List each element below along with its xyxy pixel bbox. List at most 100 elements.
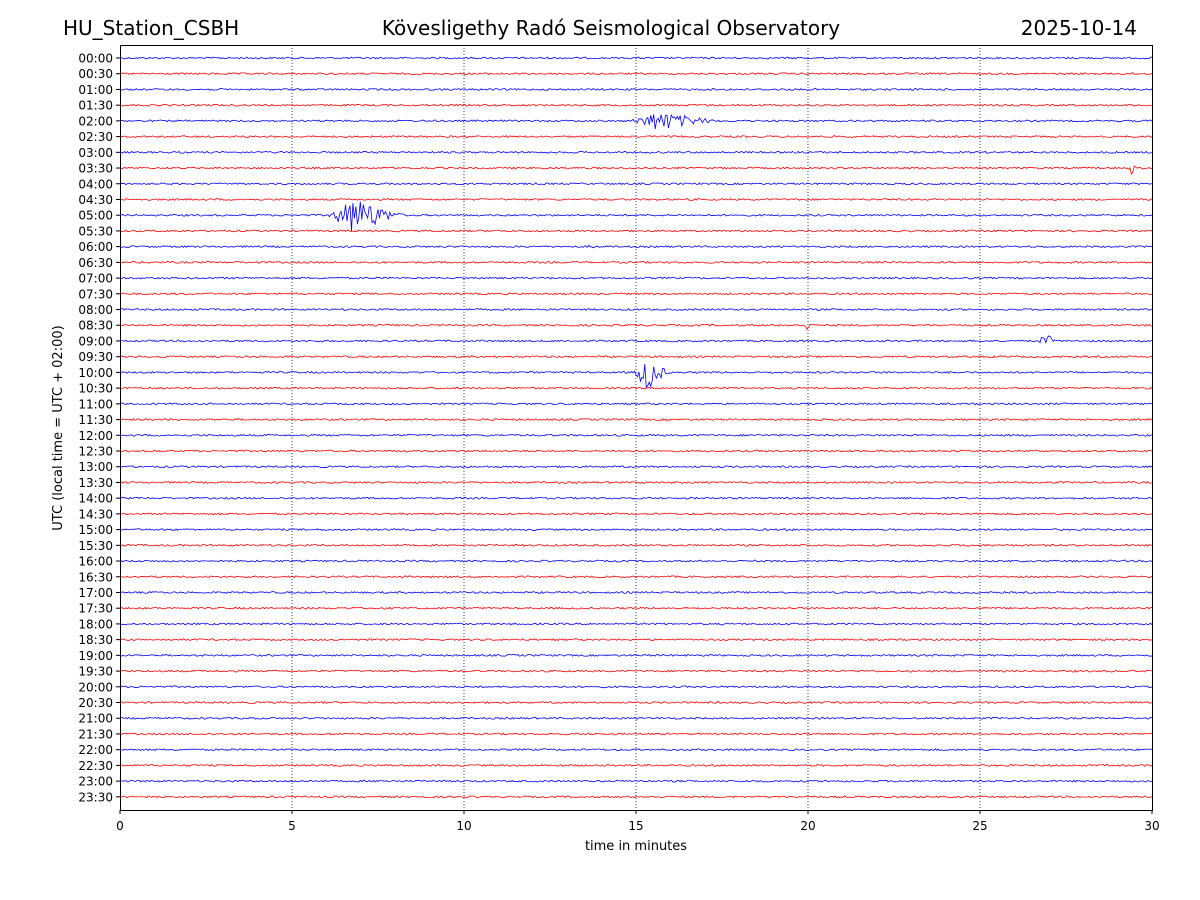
trace-0500 [119,201,1153,232]
trace-0300 [119,150,1153,154]
chart-title: Kövesligethy Radó Seismological Observat… [381,16,841,40]
y-tick-label: 08:30 [78,319,113,333]
y-tick-label: 12:00 [78,429,113,443]
trace-1430 [119,512,1153,516]
trace-1330 [119,480,1153,484]
trace-2000 [119,685,1153,689]
y-tick-label: 00:00 [78,52,113,66]
trace-1700 [119,591,1153,594]
grid-lines [291,45,981,810]
y-tick-label: 05:30 [78,224,113,238]
trace-1000 [119,363,1153,389]
trace-2100 [119,716,1153,720]
trace-1830 [119,638,1153,642]
y-tick-label: 22:00 [78,743,113,757]
y-axis-label: UTC (local time = UTC + 02:00) [51,325,66,530]
y-tick-label: 19:30 [78,665,113,679]
x-tick-label: 15 [628,819,643,833]
y-tick-label: 13:00 [78,460,113,474]
y-tick-label: 01:30 [78,99,113,113]
y-tick-label: 22:30 [78,759,113,773]
plot-frame [120,45,1153,811]
y-tick-label: 08:00 [78,303,113,317]
y-tick-label: 03:00 [78,146,113,160]
y-tick-label: 00:30 [78,67,113,81]
trace-0830 [119,323,1153,331]
trace-1400 [119,496,1153,500]
y-tick-label: 16:30 [78,570,113,584]
y-tick-label: 20:00 [78,680,113,694]
x-tick-label: 10 [456,819,471,833]
y-tick-label: 10:30 [78,382,113,396]
trace-0330 [119,165,1153,175]
trace-1730 [119,606,1153,610]
station-name: HU_Station_CSBH [63,16,240,40]
trace-0730 [119,292,1153,296]
trace-0600 [119,244,1153,249]
trace-1530 [119,543,1153,547]
trace-1800 [119,622,1153,626]
trace-1200 [119,433,1153,437]
trace-0700 [119,276,1153,280]
y-tick-label: 17:00 [78,586,113,600]
x-tick-label: 20 [800,819,815,833]
y-tick-label: 14:30 [78,507,113,521]
y-tick-label: 19:00 [78,649,113,663]
trace-1500 [119,528,1153,532]
x-axis-label: time in minutes [585,839,687,854]
trace-1030 [119,386,1153,390]
y-tick-label: 21:00 [78,712,113,726]
y-tick-label: 14:00 [78,492,113,506]
trace-1130 [119,418,1153,421]
y-tick-label: 11:00 [78,397,113,411]
trace-0930 [119,355,1153,359]
y-tick-label: 06:30 [78,256,113,270]
y-tick-label: 23:00 [78,775,113,789]
trace-0100 [119,87,1153,91]
x-tick-label: 30 [1144,819,1159,833]
trace-1900 [119,653,1153,657]
x-tick-label: 0 [116,819,124,833]
trace-1930 [119,669,1153,673]
y-tick-label: 07:00 [78,272,113,286]
trace-1630 [119,575,1153,579]
seismogram-traces [119,56,1153,799]
y-tick-label: 02:30 [78,130,113,144]
y-tick-label: 15:00 [78,523,113,537]
y-tick-label: 09:30 [78,350,113,364]
trace-2230 [119,763,1153,767]
trace-0400 [119,182,1153,186]
y-tick-label: 20:30 [78,696,113,710]
y-tick-label: 04:00 [78,177,113,191]
trace-0000 [119,56,1153,60]
trace-2330 [119,795,1153,799]
trace-0800 [119,308,1153,311]
trace-0230 [119,135,1153,139]
trace-2030 [119,701,1153,705]
y-tick-label: 02:00 [78,114,113,128]
y-tick-label: 18:30 [78,633,113,647]
trace-1300 [119,465,1153,469]
trace-0030 [119,72,1153,76]
y-tick-label: 21:30 [78,727,113,741]
y-tick-label: 03:30 [78,162,113,176]
trace-2200 [119,748,1153,752]
y-tick-label: 09:00 [78,334,113,348]
trace-0630 [119,260,1153,264]
trace-1230 [119,449,1153,453]
y-tick-label: 12:30 [78,445,113,459]
y-tick-label: 05:00 [78,209,113,223]
trace-0430 [119,198,1153,201]
y-tick-label: 11:30 [78,413,113,427]
trace-2130 [119,732,1153,736]
trace-0130 [119,103,1153,107]
trace-2300 [119,779,1153,783]
trace-0200 [119,113,1153,130]
trace-0900 [119,335,1153,344]
y-tick-label: 01:00 [78,83,113,97]
y-tick-label: 15:30 [78,539,113,553]
y-tick-label: 10:00 [78,366,113,380]
trace-0530 [119,229,1153,233]
trace-1100 [119,402,1153,406]
